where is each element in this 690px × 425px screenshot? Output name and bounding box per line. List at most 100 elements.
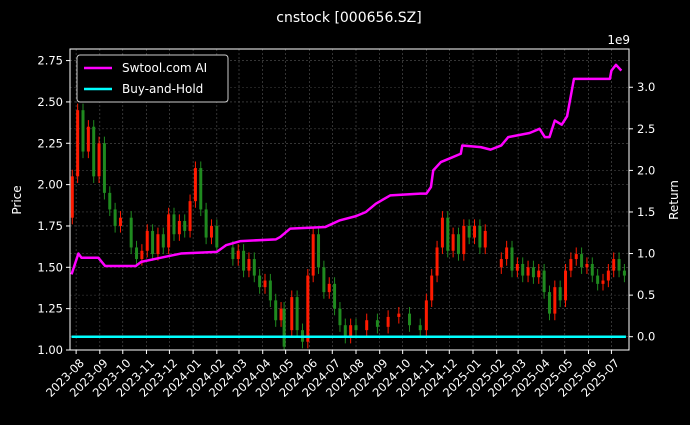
price-bar bbox=[151, 230, 155, 255]
y-axis-label: Price bbox=[10, 185, 24, 214]
price-bar bbox=[365, 320, 369, 331]
price-bar bbox=[596, 275, 600, 284]
price-bar bbox=[375, 320, 379, 327]
price-bar bbox=[446, 217, 450, 251]
price-bar bbox=[322, 267, 326, 293]
price-bar bbox=[612, 259, 616, 271]
price-bar bbox=[327, 283, 331, 293]
price-bar bbox=[188, 201, 192, 231]
price-bar bbox=[521, 264, 525, 276]
price-bar bbox=[354, 325, 358, 331]
price-bar bbox=[108, 192, 112, 210]
price-bar bbox=[290, 297, 294, 331]
price-bar bbox=[252, 259, 256, 276]
price-bar bbox=[129, 217, 133, 248]
price-bar bbox=[574, 254, 578, 260]
price-bar bbox=[81, 110, 85, 152]
price-bar bbox=[135, 247, 139, 260]
price-bar bbox=[118, 217, 122, 226]
price-bar bbox=[279, 308, 283, 321]
price-bar bbox=[263, 280, 267, 288]
price-bar bbox=[564, 270, 568, 301]
price-bar bbox=[311, 234, 315, 276]
price-bar bbox=[456, 234, 460, 255]
price-bar bbox=[617, 259, 621, 271]
price-bar bbox=[478, 225, 482, 248]
price-bar bbox=[236, 250, 240, 260]
price-bar bbox=[430, 275, 434, 301]
chart-title: cnstock [000656.SZ] bbox=[276, 10, 421, 26]
price-bar bbox=[569, 259, 573, 271]
legend-label-strategy: Swtool.com AI bbox=[122, 61, 207, 75]
price-bar bbox=[70, 176, 74, 218]
price-bar bbox=[338, 308, 342, 326]
price-bar bbox=[547, 292, 551, 314]
price-bar bbox=[167, 214, 171, 248]
price-bar bbox=[333, 283, 337, 309]
price-bar bbox=[215, 225, 219, 248]
price-bar bbox=[590, 264, 594, 276]
price-bar bbox=[183, 221, 187, 231]
price-bar bbox=[199, 168, 203, 210]
y2-tick-label: 0.5 bbox=[637, 288, 655, 302]
price-bar bbox=[585, 264, 589, 268]
price-bar bbox=[102, 143, 106, 193]
price-bar bbox=[386, 316, 390, 327]
price-bar bbox=[140, 250, 144, 260]
y-tick-label: 2.25 bbox=[37, 136, 63, 150]
price-bar bbox=[622, 270, 626, 276]
y2-tick-label: 3.0 bbox=[637, 80, 655, 94]
price-bar bbox=[435, 247, 439, 276]
price-bar bbox=[172, 214, 176, 235]
price-bar bbox=[580, 254, 584, 268]
plot-frame bbox=[69, 48, 630, 351]
price-bar bbox=[231, 247, 235, 260]
y2-tick-label: 2.5 bbox=[637, 122, 655, 136]
legend: Swtool.com AI Buy-and-Hold bbox=[76, 54, 229, 103]
price-bar bbox=[161, 234, 165, 248]
price-bar bbox=[537, 270, 541, 278]
price-bar bbox=[193, 168, 197, 202]
price-bar bbox=[343, 325, 347, 337]
price-bar bbox=[601, 280, 605, 284]
price-bar bbox=[424, 300, 428, 331]
price-bar bbox=[418, 325, 422, 331]
price-bar bbox=[156, 234, 160, 255]
y-tick-label: 1.25 bbox=[37, 302, 63, 316]
price-bar bbox=[505, 247, 509, 260]
y-tick-label: 2.00 bbox=[37, 178, 63, 192]
price-bar bbox=[542, 270, 546, 293]
price-bar bbox=[295, 297, 299, 331]
price-bar bbox=[76, 110, 80, 177]
price-bar bbox=[282, 308, 286, 347]
y2-axis-label: Return bbox=[667, 180, 681, 220]
y-tick-label: 2.75 bbox=[37, 54, 63, 68]
price-bar bbox=[397, 313, 401, 317]
y-tick-label: 2.50 bbox=[37, 95, 63, 109]
price-bar bbox=[467, 225, 471, 238]
price-bar bbox=[408, 313, 412, 326]
price-bar bbox=[499, 259, 503, 268]
price-bar bbox=[113, 209, 117, 226]
price-bar bbox=[268, 280, 272, 301]
price-bar bbox=[349, 325, 353, 337]
price-bar bbox=[531, 267, 535, 278]
price-bar bbox=[274, 300, 278, 321]
price-bar bbox=[451, 234, 455, 251]
price-bar bbox=[473, 225, 477, 238]
strategy-line bbox=[70, 63, 623, 275]
price-bar bbox=[606, 270, 610, 281]
price-bar bbox=[247, 259, 251, 271]
price-bar bbox=[483, 230, 487, 248]
y2-tick-label: 1.5 bbox=[637, 205, 655, 219]
price-bar bbox=[86, 126, 90, 152]
price-bar bbox=[526, 267, 530, 276]
y2-tick-label: 2.0 bbox=[637, 163, 655, 177]
price-bar bbox=[558, 287, 562, 301]
y2-tick-label: 0.0 bbox=[637, 330, 655, 344]
price-bar bbox=[258, 275, 262, 288]
y-tick-label: 1.00 bbox=[37, 343, 63, 357]
y-tick-label: 1.50 bbox=[37, 260, 63, 274]
price-bar bbox=[317, 234, 321, 268]
